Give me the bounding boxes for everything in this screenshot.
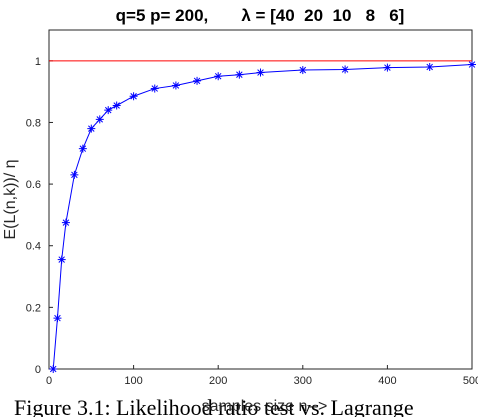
y-tick-label: 1	[35, 56, 41, 68]
data-point-marker	[78, 144, 87, 153]
data-point-marker	[95, 115, 104, 124]
y-axis-label: E(L(n,k))/ η	[2, 159, 19, 239]
data-point-marker	[256, 68, 265, 77]
x-tick-label: 400	[378, 375, 396, 387]
data-point-marker	[53, 314, 62, 323]
data-point-marker	[104, 106, 113, 115]
x-tick-label: 300	[294, 375, 312, 387]
data-point-marker	[425, 62, 434, 71]
chart-title: q=5 p= 200, λ = [40 20 10 8 6]	[116, 6, 405, 25]
x-tick-label: 500	[463, 375, 478, 387]
data-point-marker	[214, 72, 223, 81]
data-point-marker	[129, 92, 138, 101]
y-tick-label: 0.8	[26, 117, 41, 129]
axis-ticks: 0 100 200 300 400 500 0 0.2 0.4 0.6 0.8 1	[26, 56, 478, 387]
y-tick-label: 0.2	[26, 302, 41, 314]
x-tick-label: 100	[124, 375, 142, 387]
data-point-marker	[87, 124, 96, 133]
figure-caption: Figure 3.1: Likelihood ratio test vs. La…	[14, 395, 414, 417]
y-tick-label: 0.4	[26, 241, 41, 253]
data-point-marker	[298, 66, 307, 75]
y-tick-label: 0	[35, 364, 41, 376]
data-point-marker	[112, 101, 121, 110]
data-point-marker	[57, 255, 66, 264]
data-point-marker	[49, 365, 58, 373]
data-point-marker	[193, 76, 202, 85]
data-point-marker	[468, 60, 476, 69]
x-axis-label: samples size n-->	[202, 398, 328, 415]
y-tick-label: 0.6	[26, 179, 41, 191]
x-tick-label: 0	[46, 375, 52, 387]
data-point-marker	[61, 218, 70, 227]
series-line	[52, 64, 473, 370]
data-point-marker	[341, 65, 350, 74]
x-tick-label: 200	[209, 375, 227, 387]
data-point-marker	[171, 81, 180, 90]
plot-area	[48, 29, 473, 370]
data-point-marker	[70, 170, 79, 179]
data-point-marker	[383, 63, 392, 72]
series-layer	[49, 60, 476, 373]
data-point-marker	[150, 84, 159, 93]
data-point-marker	[235, 70, 244, 79]
